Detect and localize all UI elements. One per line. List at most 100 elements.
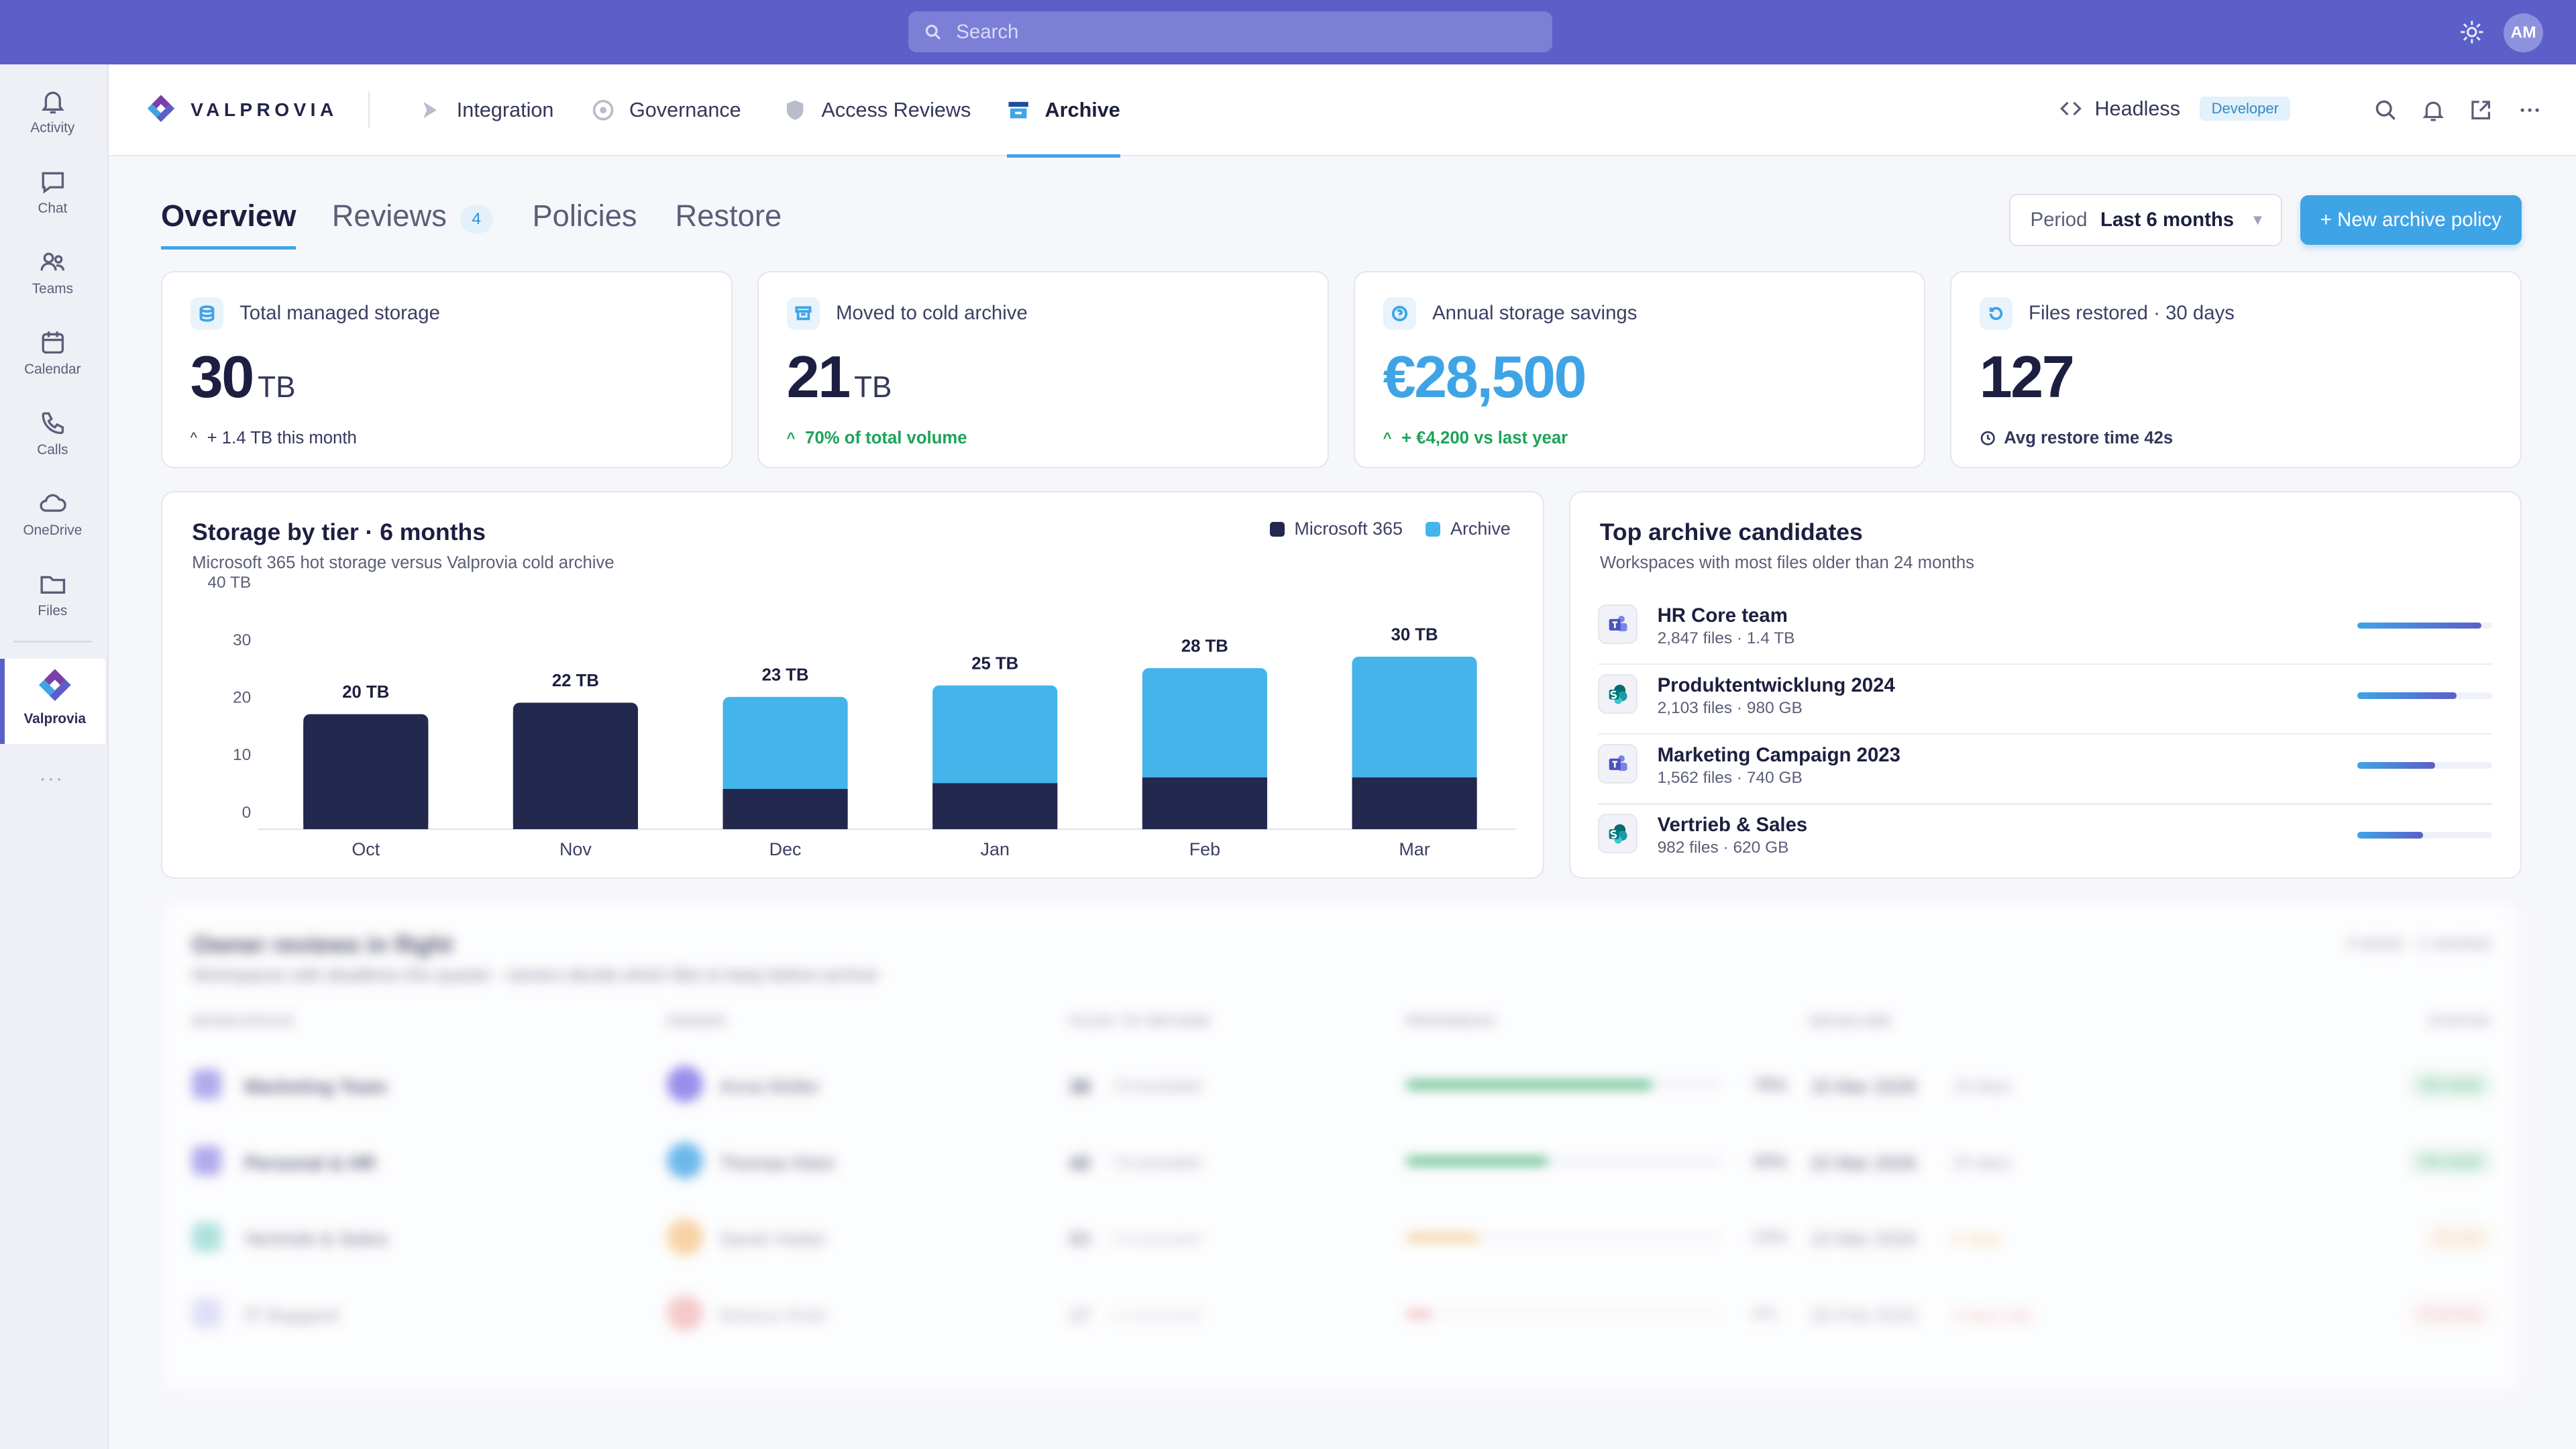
workspace-icon xyxy=(192,1145,222,1175)
header-divider xyxy=(368,92,370,128)
candidate-meta: 2,103 files · 980 GB xyxy=(1657,698,1803,717)
storage-bar-chart: 0 10 20 30 40 TB 20 TB Oct 22 TB Nov 23 TB Dec 25 T… xyxy=(207,574,1516,859)
rail-item-onedrive[interactable]: OneDrive xyxy=(0,490,105,562)
legend-swatch xyxy=(1426,521,1441,537)
brand-logo[interactable]: VALPROVIA xyxy=(143,91,338,130)
integration-icon xyxy=(423,101,437,119)
rail-item-chat[interactable]: Chat xyxy=(0,168,105,240)
rail-label: Calendar xyxy=(24,361,81,377)
search-input[interactable]: Search xyxy=(908,11,1553,53)
rail-more-button[interactable]: ··· xyxy=(39,767,64,790)
workspace-icon xyxy=(192,1298,222,1328)
period-select[interactable]: Period Last 6 months ▼ xyxy=(2009,193,2282,247)
y-tick-label: 10 xyxy=(233,746,251,764)
table-row[interactable]: IT Support Markus Roth 17 / 2 excluded 8% 28 … xyxy=(162,1285,2523,1361)
rail-item-files[interactable]: Files xyxy=(0,570,105,643)
nav-archive[interactable]: Archive xyxy=(1007,64,1120,158)
nav-label: Access Reviews xyxy=(821,98,971,121)
owner-name: Sarah Huber xyxy=(719,1228,826,1250)
code-icon xyxy=(2060,102,2082,116)
headless-toggle[interactable]: Headless Developer xyxy=(2060,97,2291,121)
search-icon[interactable] xyxy=(2374,99,2397,121)
stat-number: €28,500 xyxy=(1383,343,1587,411)
new-archive-policy-button[interactable]: + New archive policy xyxy=(2300,195,2522,245)
restore-icon xyxy=(1979,297,2012,330)
bar-total-label: 28 TB xyxy=(1181,637,1228,656)
gear-icon[interactable] xyxy=(2458,18,2486,46)
candidate-row[interactable]: HR Core team 2,847 files · 1.4 TB xyxy=(1598,594,2492,665)
progress-track xyxy=(1405,1309,1722,1318)
app-rail: Activity Chat Teams Calendar Calls OneDr… xyxy=(0,64,109,1449)
rail-item-teams[interactable]: Teams xyxy=(0,248,105,321)
shield-icon xyxy=(787,100,804,120)
bar-total-label: 23 TB xyxy=(762,666,809,685)
table-row[interactable]: Vertrieb & Sales Sarah Huber 63 / 4 exclude… xyxy=(162,1209,2523,1285)
bar-m365-feb xyxy=(1142,777,1267,830)
database-icon xyxy=(190,297,223,330)
owner-name: Thomas Klein xyxy=(719,1152,835,1173)
rail-item-calendar[interactable]: Calendar xyxy=(0,329,105,401)
progress-track xyxy=(1405,1233,1722,1242)
candidate-name: Marketing Campaign 2023 xyxy=(1657,743,1900,766)
user-avatar[interactable]: AM xyxy=(2504,13,2544,53)
folder-icon xyxy=(40,576,65,594)
stat-unit: TB xyxy=(854,371,892,405)
progress-fill xyxy=(1405,1309,1432,1318)
clock-icon xyxy=(1980,431,1995,445)
candidate-row[interactable]: Vertrieb & Sales 982 files · 620 GB xyxy=(1598,804,2492,873)
y-tick-label: 30 xyxy=(233,631,251,649)
chart-card-storage-by-tier: Storage by tier · 6 months Microsoft 365… xyxy=(161,491,1545,879)
files-count: 17 xyxy=(1069,1305,1091,1326)
bell-icon[interactable] xyxy=(2422,99,2445,121)
rail-item-activity[interactable]: Activity xyxy=(0,87,105,160)
rail-item-calls[interactable]: Calls xyxy=(0,409,105,482)
stat-label: Annual storage savings xyxy=(1432,302,1638,325)
x-tick-label: Oct xyxy=(352,839,380,859)
x-tick-label: Nov xyxy=(559,839,592,859)
workspace-name: Marketing Team xyxy=(244,1075,387,1097)
progress-fill xyxy=(1405,1080,1652,1089)
nav-integration[interactable]: Integration xyxy=(419,64,553,156)
y-tick-label: 40 TB xyxy=(207,574,251,592)
col-files: FILES TO REVIEW xyxy=(1069,1013,1211,1029)
nav-label: Archive xyxy=(1044,98,1120,121)
bar-m365-mar xyxy=(1352,777,1477,830)
candidate-row[interactable]: Produktentwicklung 2024 2,103 files · 980… xyxy=(1598,664,2492,735)
stat-number: 30 xyxy=(190,343,255,411)
popout-icon[interactable] xyxy=(2469,99,2492,121)
legend-label: Archive xyxy=(1450,519,1511,539)
tab-restore[interactable]: Restore xyxy=(675,199,782,233)
bar-total-label: 20 TB xyxy=(342,683,389,702)
status-badge: Overdue xyxy=(2407,1299,2494,1328)
nav-governance[interactable]: Governance xyxy=(592,64,741,156)
tab-overview[interactable]: Overview xyxy=(161,199,297,233)
cloud-icon xyxy=(40,494,66,512)
x-tick-label: Dec xyxy=(769,839,802,859)
deadline-date: 22 Mar 2026 xyxy=(1810,1152,1917,1173)
candidate-bar-track xyxy=(2357,692,2492,699)
candidate-row[interactable]: Marketing Campaign 2023 1,562 files · 740… xyxy=(1598,734,2492,805)
reviews-table-subtitle: Workspaces with deadlines this quarter ·… xyxy=(192,965,878,985)
table-row[interactable]: Marketing Team Anna Müller 38 / 8 excluded 7… xyxy=(162,1056,2523,1132)
more-icon[interactable] xyxy=(2518,99,2541,121)
tab-policies[interactable]: Policies xyxy=(532,199,637,233)
workspace-name: IT Support xyxy=(244,1305,339,1326)
table-row[interactable]: Personal & HR Thomas Klein 42 / 6 excluded 4… xyxy=(162,1132,2523,1208)
top-bar: Search AM xyxy=(0,0,2576,64)
progress-fill xyxy=(1405,1233,1479,1242)
deadline-date: 15 Mar 2026 xyxy=(1810,1075,1917,1097)
rail-label: Files xyxy=(38,602,68,619)
progress-track xyxy=(1405,1157,1722,1166)
period-label: Period xyxy=(2030,209,2088,231)
brand-name: VALPROVIA xyxy=(191,99,338,121)
rail-item-valprovia[interactable]: Valprovia xyxy=(0,659,105,745)
rail-label-valprovia: Valprovia xyxy=(23,711,86,727)
legend-item-archive: Archive xyxy=(1426,519,1511,539)
archive-box-icon xyxy=(786,297,820,330)
nav-access-reviews[interactable]: Access Reviews xyxy=(784,64,971,156)
tab-reviews[interactable]: Reviews xyxy=(331,199,447,233)
candidate-meta: 2,847 files · 1.4 TB xyxy=(1657,629,1795,647)
bar-m365-body-oct xyxy=(303,724,429,830)
stat-value: €28,500 xyxy=(1383,343,1587,411)
x-tick-label: Mar xyxy=(1399,839,1430,859)
